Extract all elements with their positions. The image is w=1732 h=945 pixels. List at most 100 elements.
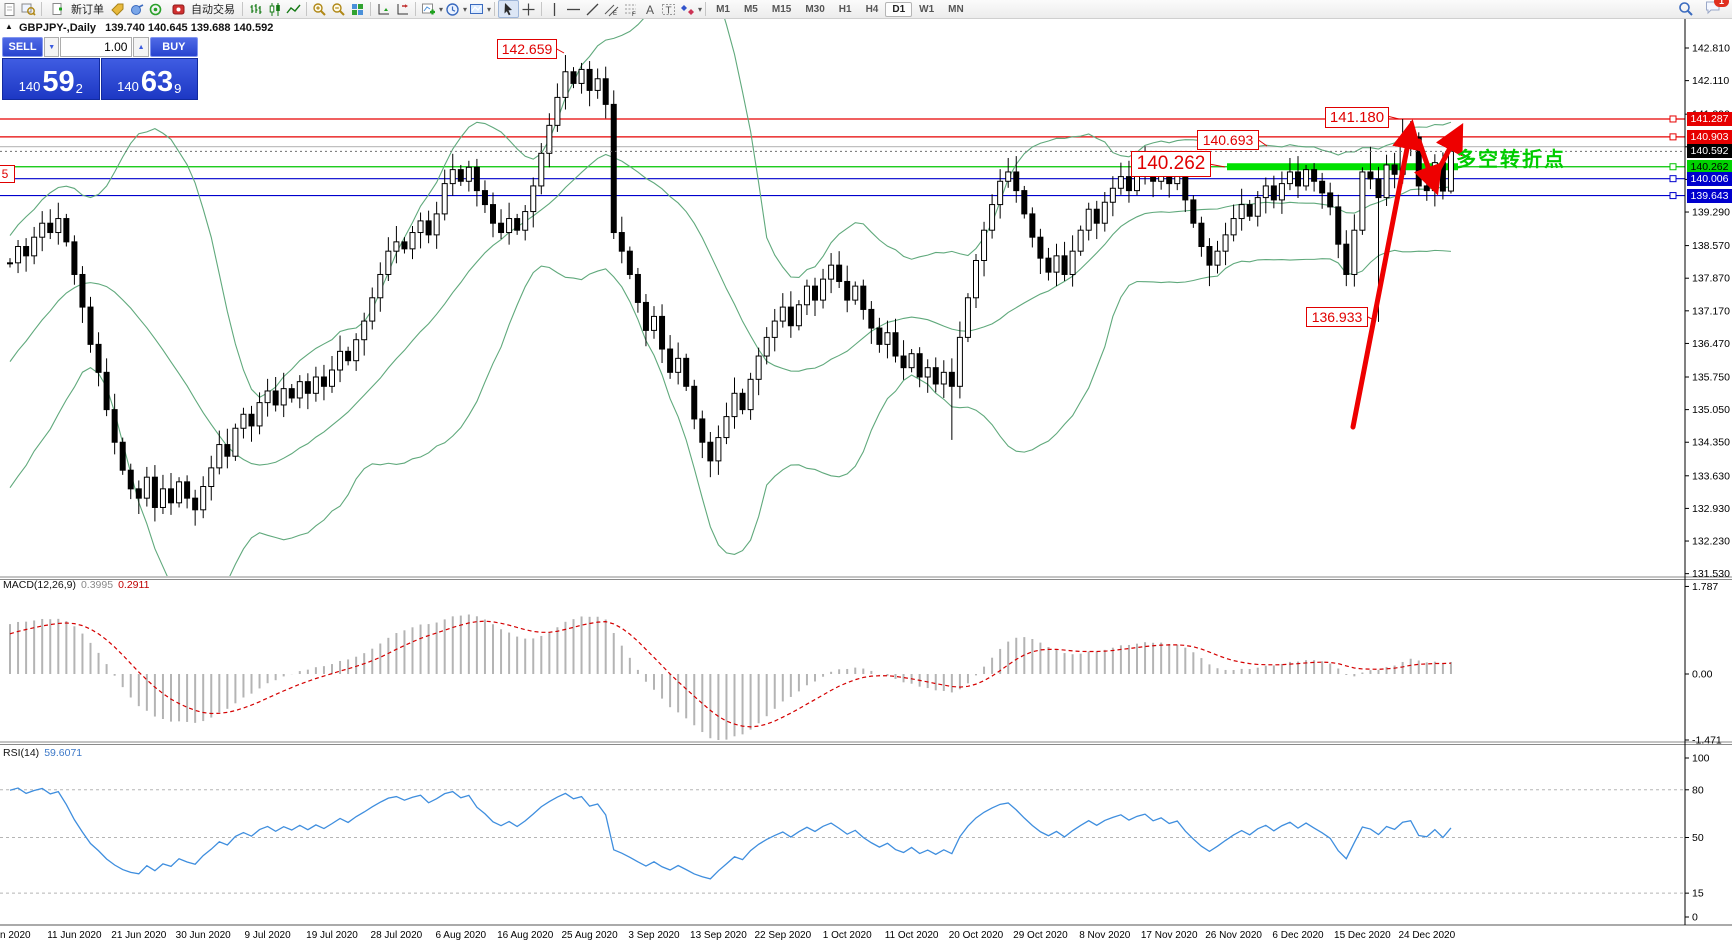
bullish-candle[interactable] [216,444,223,469]
bullish-candle[interactable] [1101,201,1108,224]
new-order-button[interactable]: 新订单 [45,1,108,17]
line-endpoint-handle[interactable] [1669,163,1677,171]
lot-size-input[interactable] [60,37,133,57]
bullish-candle[interactable] [385,250,392,275]
market-watch-icon[interactable] [108,1,127,17]
bullish-candle[interactable] [1278,183,1285,201]
chart-shift-icon[interactable] [393,1,412,17]
bearish-candle[interactable] [1206,246,1213,266]
sell-price-display[interactable]: 140 59 2 [2,58,100,100]
templates-dropdown-icon[interactable]: ▾ [487,4,492,14]
support-zone-bar[interactable] [1227,163,1458,171]
drawn-arrow[interactable] [1350,119,1422,430]
bearish-candle[interactable] [151,476,158,508]
bearish-candle[interactable] [683,357,690,387]
bullish-candle[interactable] [441,183,448,215]
price-annotation[interactable]: 141.180 [1325,107,1389,128]
bearish-candle[interactable] [1343,243,1350,275]
vertical-line-tool-icon[interactable] [545,1,564,17]
collapse-icon[interactable]: ▲ [5,22,13,31]
bearish-candle[interactable] [860,285,867,310]
bearish-candle[interactable] [892,332,899,357]
bearish-candle[interactable] [1061,255,1068,275]
bullish-candle[interactable] [562,71,569,98]
bearish-candle[interactable] [168,488,174,504]
bullish-candle[interactable] [1447,150,1454,192]
bullish-candle[interactable] [506,218,513,234]
bearish-candle[interactable] [23,246,30,257]
bullish-candle[interactable] [884,332,891,345]
timeframe-h1[interactable]: H1 [838,3,852,15]
bullish-candle[interactable] [39,222,46,238]
tile-windows-icon[interactable] [348,1,367,17]
bullish-candle[interactable] [1383,164,1390,199]
bearish-candle[interactable] [642,301,649,331]
bearish-candle[interactable] [1335,206,1342,245]
bearish-candle[interactable] [667,348,674,373]
sell-button[interactable]: SELL [2,37,44,57]
timeframe-m15[interactable]: M15 [771,3,792,15]
line-endpoint-handle[interactable] [1669,115,1677,123]
bullish-candle[interactable] [1254,197,1261,217]
candlestick-icon[interactable] [265,1,284,17]
bullish-candle[interactable] [578,68,585,84]
search-icon[interactable] [1676,1,1695,17]
bearish-candle[interactable] [1295,171,1301,187]
macd-pane[interactable] [9,614,1452,740]
zoom-in-icon[interactable] [310,1,329,17]
bearish-candle[interactable] [119,441,126,471]
bullish-candle[interactable] [176,481,183,504]
bullish-candle[interactable] [771,320,778,338]
bullish-candle[interactable] [377,273,384,299]
bearish-candle[interactable] [634,273,641,303]
bullish-candle[interactable] [465,166,472,182]
bearish-candle[interactable] [1327,192,1334,208]
bearish-candle[interactable] [1182,173,1189,201]
bullish-candle[interactable] [55,218,62,234]
bullish-candle[interactable] [337,350,344,371]
bearish-candle[interactable] [1391,164,1398,175]
bearish-candle[interactable] [514,218,521,231]
bearish-candle[interactable] [288,388,295,399]
notifications-button[interactable]: 1 [1705,0,1729,18]
bearish-candle[interactable] [626,250,633,275]
price-annotation[interactable]: 140.262 [1131,151,1211,177]
drawn-arrow[interactable] [1428,123,1464,187]
bearish-candle[interactable] [1029,213,1036,238]
bearish-candle[interactable] [345,350,352,362]
bearish-candle[interactable] [192,497,199,511]
bearish-candle[interactable] [900,355,907,369]
bearish-candle[interactable] [224,444,231,457]
auto-scroll-icon[interactable] [374,1,393,17]
bullish-candle[interactable] [1109,187,1116,203]
price-annotation[interactable]: 136.933 [1306,307,1368,327]
bearish-candle[interactable] [184,481,191,499]
bearish-candle[interactable] [103,371,110,411]
bullish-candle[interactable] [731,392,738,418]
bearish-candle[interactable] [812,285,818,301]
bearish-candle[interactable] [111,409,118,443]
bearish-candle[interactable] [272,390,279,406]
bearish-candle[interactable] [1367,171,1374,180]
bearish-candle[interactable] [739,392,746,411]
bullish-candle[interactable] [329,369,335,387]
bullish-candle[interactable] [964,297,971,338]
bearish-candle[interactable] [1375,178,1382,199]
price-annotation[interactable]: 140.693 [1197,130,1259,150]
timeframe-w1[interactable]: W1 [919,3,935,15]
bullish-candle[interactable] [1359,171,1366,231]
bearish-candle[interactable] [127,469,134,490]
bearish-candle[interactable] [1198,222,1205,248]
bollinger-lower-band[interactable] [9,249,1451,616]
line-chart-icon[interactable] [284,1,303,17]
bearish-candle[interactable] [586,68,593,91]
bearish-candle[interactable] [787,306,794,327]
bearish-candle[interactable] [1125,176,1132,192]
price-annotation[interactable]: 142.659 [497,39,557,59]
bearish-candle[interactable] [473,166,480,192]
bearish-candle[interactable] [47,222,54,234]
timeframe-d1[interactable]: D1 [885,1,913,17]
text-label-tool-icon[interactable]: T [659,1,678,17]
bullish-candle[interactable] [1238,204,1245,220]
bearish-candle[interactable] [1045,257,1052,273]
